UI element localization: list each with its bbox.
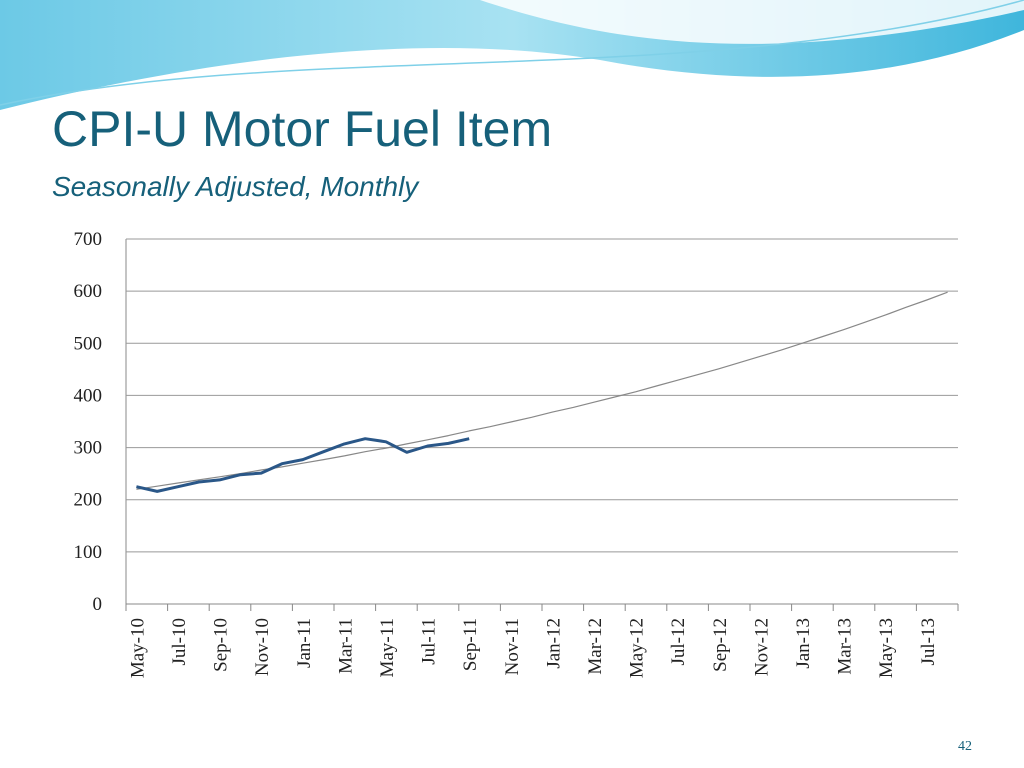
x-tick-label: Jan-13	[793, 618, 814, 669]
x-tick-label: Jan-11	[294, 618, 315, 668]
y-tick-label: 400	[74, 385, 103, 406]
series-line	[136, 291, 948, 490]
x-tick-label: Nov-11	[502, 618, 523, 675]
series-line	[136, 437, 470, 493]
x-tick-label: May-11	[377, 618, 398, 677]
page-number: 42	[958, 739, 972, 754]
x-tick-label: Nov-12	[751, 618, 772, 676]
y-tick-label: 600	[74, 281, 103, 302]
x-tick-label: Jul-11	[419, 618, 440, 665]
y-tick-label: 300	[74, 438, 103, 459]
y-tick-label: 200	[74, 490, 103, 511]
x-tick-label: Sep-12	[710, 618, 731, 672]
y-tick-label: 0	[93, 594, 103, 615]
slide-subtitle: Seasonally Adjusted, Monthly	[52, 171, 420, 202]
x-tick-label: Jul-13	[918, 618, 939, 666]
x-tick-label: May-10	[127, 618, 148, 678]
header-wave-line	[0, 0, 1024, 106]
x-tick-label: Nov-10	[252, 618, 273, 676]
y-tick-label: 700	[74, 229, 103, 250]
header-wave-highlight	[480, 0, 1024, 44]
x-tick-label: Mar-12	[585, 618, 606, 675]
y-tick-label: 100	[74, 542, 103, 563]
slide-title: CPI-U Motor Fuel Item	[52, 101, 552, 157]
x-tick-label: Sep-10	[211, 618, 232, 672]
x-tick-label: Jul-10	[169, 618, 190, 666]
x-tick-label: Jan-12	[543, 618, 564, 669]
y-tick-label: 500	[74, 333, 103, 354]
x-tick-label: Mar-13	[835, 618, 856, 675]
x-tick-label: Sep-11	[460, 618, 481, 671]
x-tick-label: Jul-12	[668, 618, 689, 666]
x-tick-label: Mar-11	[335, 618, 356, 674]
x-tick-label: May-13	[876, 618, 897, 678]
x-tick-label: May-12	[627, 618, 648, 678]
